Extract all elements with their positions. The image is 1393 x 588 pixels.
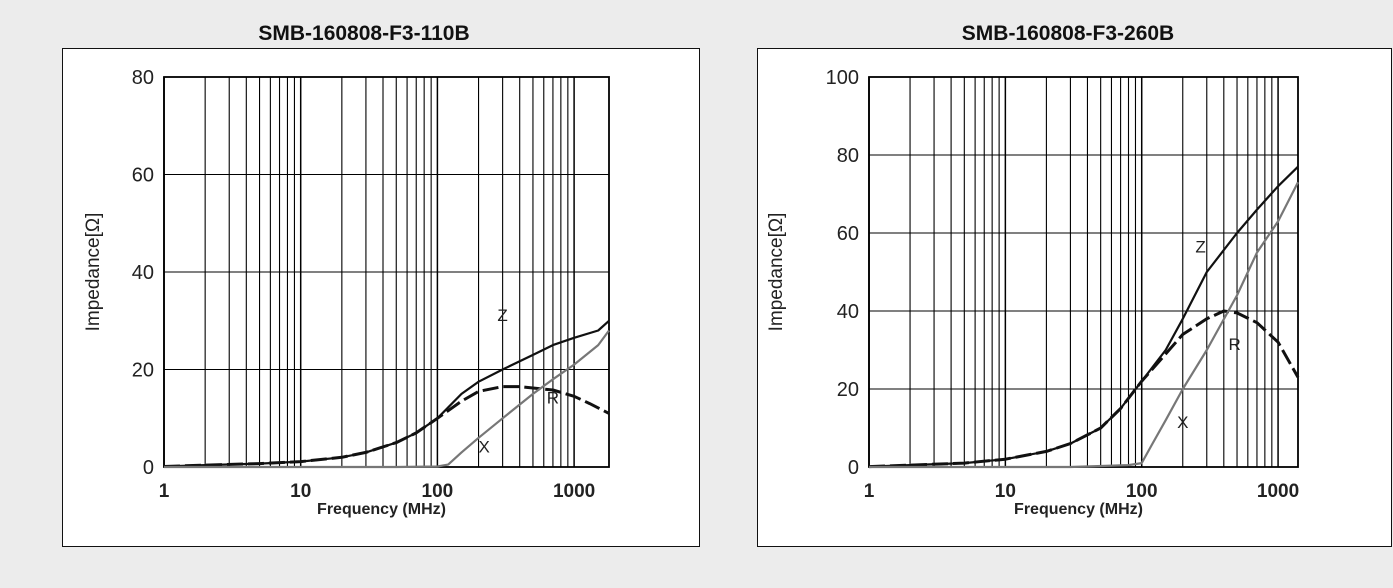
x-axis-label-left: Frequency (MHz): [317, 501, 446, 518]
x-tick-label-left: 10: [290, 481, 311, 502]
x-tick-label-right: 10: [995, 481, 1016, 502]
x-axis-label-right: Frequency (MHz): [1014, 501, 1143, 518]
chart-panel-left: 0 20 40 60 80 1 10 100 1000 Frequency (MHz) Impeda…: [62, 48, 700, 547]
chart-panel-right: 0 20 40 60 80 100 1 10 100 1000 Frequency (MHz) Imp…: [757, 48, 1392, 547]
series-label-z-left: Z: [497, 306, 507, 325]
y-tick-label-right: 20: [837, 379, 859, 401]
y-axis-label-right: Impedance[Ω]: [766, 213, 787, 332]
x-tick-label-right: 1000: [1257, 481, 1299, 502]
y-tick-label-right: 60: [837, 223, 859, 245]
y-tick-label-right: 40: [837, 301, 859, 323]
series-x-line-left: [164, 329, 610, 469]
chart-svg-right: 0 20 40 60 80 100 1 10 100 1000 Frequency (MHz) Imp…: [766, 67, 1300, 518]
x-tick-label-left: 1: [159, 481, 170, 502]
y-axis-label-left: Impedance[Ω]: [83, 213, 104, 332]
series-label-r-left: R: [547, 389, 559, 408]
grid-right: [868, 76, 1298, 468]
x-tick-label-right: 100: [1126, 481, 1158, 502]
y-tick-label-left: 0: [143, 457, 154, 479]
series-label-x-left: X: [479, 437, 490, 456]
series-label-z-right: Z: [1195, 238, 1205, 257]
y-tick-label-right: 0: [848, 457, 859, 479]
grid-left: [163, 76, 609, 468]
series-z-line-right: [868, 165, 1299, 468]
x-tick-label-left: 100: [422, 481, 454, 502]
series-label-x-right: X: [1177, 413, 1188, 432]
plot-border-right: [868, 76, 1299, 468]
y-tick-label-left: 60: [132, 165, 154, 187]
y-tick-label-right: 80: [837, 145, 859, 167]
chart-svg-left: 0 20 40 60 80 1 10 100 1000 Frequency (MHz) Impeda…: [83, 67, 610, 518]
series-r-line-left: [163, 385, 610, 468]
series-x-line-right: [869, 181, 1299, 469]
y-tick-label-right: 100: [826, 67, 859, 89]
series-label-r-right: R: [1228, 335, 1240, 354]
x-tick-label-right: 1: [864, 481, 875, 502]
chart-title-left: SMB-160808-F3-110B: [258, 22, 470, 45]
series-r-line-right: [868, 309, 1300, 469]
x-tick-label-left: 1000: [553, 481, 595, 502]
y-tick-label-left: 40: [132, 262, 154, 284]
chart-title-right: SMB-160808-F3-260B: [961, 22, 1175, 45]
y-tick-label-left: 80: [132, 67, 154, 89]
y-tick-label-left: 20: [132, 360, 154, 382]
